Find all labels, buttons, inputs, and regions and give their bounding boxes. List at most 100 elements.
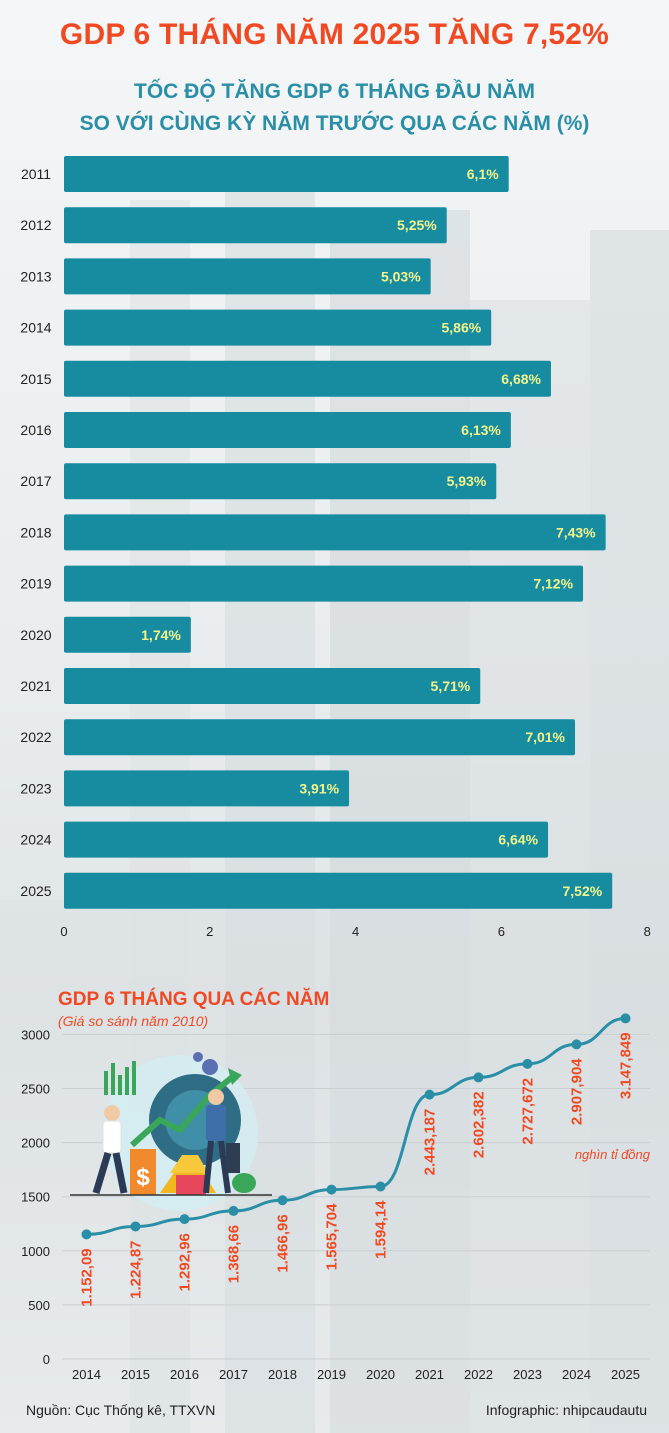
bar-2013	[64, 258, 431, 295]
bar-2018	[64, 514, 606, 551]
x-tick-label: 2014	[72, 1367, 101, 1382]
bar-value-label: 3,91%	[299, 780, 339, 796]
year-label: 2017	[20, 473, 51, 489]
data-point-2017	[228, 1205, 239, 1216]
data-point-2023	[522, 1058, 533, 1069]
year-label: 2016	[20, 422, 51, 438]
bar-2020	[64, 616, 191, 653]
bar-2012	[64, 207, 447, 244]
business-illustration: $	[70, 1052, 272, 1211]
bar-2024	[64, 821, 549, 858]
x-tick-label: 4	[352, 924, 359, 939]
year-label: 2021	[20, 678, 51, 694]
year-label: 2012	[20, 217, 51, 233]
x-tick-label: 2020	[366, 1367, 395, 1382]
x-tick-label: 2018	[268, 1367, 297, 1382]
source-note: Nguồn: Cục Thống kê, TTXVN	[26, 1402, 216, 1418]
year-label: 2022	[20, 729, 51, 745]
data-value-label: 2.443,187	[422, 1109, 439, 1176]
data-value-label: 1.466,96	[275, 1214, 292, 1272]
year-label: 2014	[20, 320, 51, 336]
bar-chart-title-line2: SO VỚI CÙNG KỲ NĂM TRƯỚC QUA CÁC NĂM (%)	[79, 112, 590, 135]
bar-2016	[64, 412, 511, 448]
data-value-label: 2.602,382	[471, 1091, 488, 1158]
year-label: 2011	[21, 166, 51, 182]
data-point-2025	[620, 1013, 631, 1024]
data-value-label: 1.224,87	[128, 1240, 145, 1298]
data-value-label: 1.368,66	[226, 1225, 243, 1283]
data-point-2018	[277, 1195, 288, 1206]
bar-2015	[64, 360, 551, 397]
bar-value-label: 6,13%	[461, 422, 501, 438]
bar-2025	[64, 872, 613, 909]
year-label: 2019	[20, 576, 51, 592]
x-tick-label: 8	[644, 924, 651, 939]
x-tick-label: 2016	[170, 1367, 199, 1382]
bar-chart: 2011 6,1% 2012 5,25% 2013 5,03% 2014 5,86% 2015 6…	[20, 156, 651, 939]
y-tick-label: 0	[43, 1352, 50, 1367]
bar-value-label: 5,86%	[441, 320, 481, 336]
bar-chart-title-line1: TỐC ĐỘ TĂNG GDP 6 THÁNG ĐẦU NĂM	[134, 80, 535, 103]
bar-value-label: 7,12%	[533, 576, 573, 592]
y-tick-label: 2500	[21, 1082, 50, 1097]
bar-value-label: 6,68%	[501, 371, 541, 387]
bar-value-label: 7,43%	[556, 524, 596, 540]
bar-2019	[64, 565, 584, 602]
data-value-label: 2.727,672	[520, 1078, 537, 1145]
bar-2017	[64, 463, 497, 500]
x-tick-label: 2017	[219, 1367, 248, 1382]
bar-value-label: 6,64%	[498, 832, 538, 848]
infographic-credit: Infographic: nhipcaudautu	[485, 1402, 647, 1418]
bar-value-label: 5,93%	[447, 473, 487, 489]
year-label: 2024	[20, 832, 51, 848]
line-chart: $ 0 500 1000 1500 2000 2500 3000 GDP 6 THÁNG QU…	[21, 988, 651, 1382]
bar-2022	[64, 719, 576, 756]
data-value-label: 3.147,849	[618, 1032, 635, 1099]
y-tick-label: 1000	[21, 1244, 50, 1259]
year-label: 2025	[20, 883, 51, 899]
line-chart-title: GDP 6 THÁNG QUA CÁC NĂM	[58, 988, 329, 1010]
bar-value-label: 7,52%	[563, 883, 603, 899]
bar-2021	[64, 668, 481, 704]
year-label: 2020	[20, 627, 51, 643]
bar-value-label: 1,74%	[141, 627, 181, 643]
data-point-2015	[130, 1221, 141, 1232]
x-tick-label: 2024	[562, 1367, 591, 1382]
year-label: 2013	[20, 268, 51, 284]
x-tick-label: 2019	[317, 1367, 346, 1382]
data-value-label: 2.907,904	[569, 1058, 586, 1125]
year-label: 2015	[20, 371, 51, 387]
data-value-label: 1.152,09	[79, 1248, 96, 1306]
svg-text:$: $	[136, 1164, 150, 1191]
x-tick-label: 2015	[121, 1367, 150, 1382]
data-value-label: 1.594,14	[373, 1200, 390, 1259]
bar-value-label: 5,71%	[431, 678, 471, 694]
x-tick-label: 2023	[513, 1367, 542, 1382]
bar-2023	[64, 770, 350, 807]
data-point-2016	[179, 1214, 190, 1225]
x-tick-label: 6	[498, 924, 505, 939]
bar-value-label: 5,03%	[381, 268, 421, 284]
x-tick-label: 2022	[464, 1367, 493, 1382]
bar-value-label: 6,1%	[467, 166, 499, 182]
data-point-2024	[571, 1039, 582, 1050]
data-point-2021	[424, 1089, 435, 1100]
y-tick-label: 2000	[21, 1136, 50, 1151]
x-tick-label: 2025	[611, 1367, 640, 1382]
data-value-label: 1.292,96	[177, 1233, 194, 1291]
headline: GDP 6 THÁNG NĂM 2025 TĂNG 7,52%	[59, 18, 610, 51]
x-tick-label: 0	[60, 924, 67, 939]
x-tick-label: 2021	[415, 1367, 444, 1382]
y-tick-label: 3000	[21, 1027, 50, 1042]
line-chart-subtitle: (Giá so sánh năm 2010)	[58, 1013, 208, 1029]
data-point-2014	[81, 1229, 92, 1240]
unit-note: nghìn tỉ đồng	[575, 1147, 651, 1162]
year-label: 2023	[20, 780, 51, 796]
data-point-2020	[375, 1181, 386, 1192]
bar-2014	[64, 309, 492, 346]
data-point-2022	[473, 1072, 484, 1083]
y-tick-label: 1500	[21, 1190, 50, 1205]
y-tick-label: 500	[28, 1298, 50, 1313]
data-value-label: 1.565,704	[324, 1203, 341, 1270]
data-point-2019	[326, 1184, 337, 1195]
